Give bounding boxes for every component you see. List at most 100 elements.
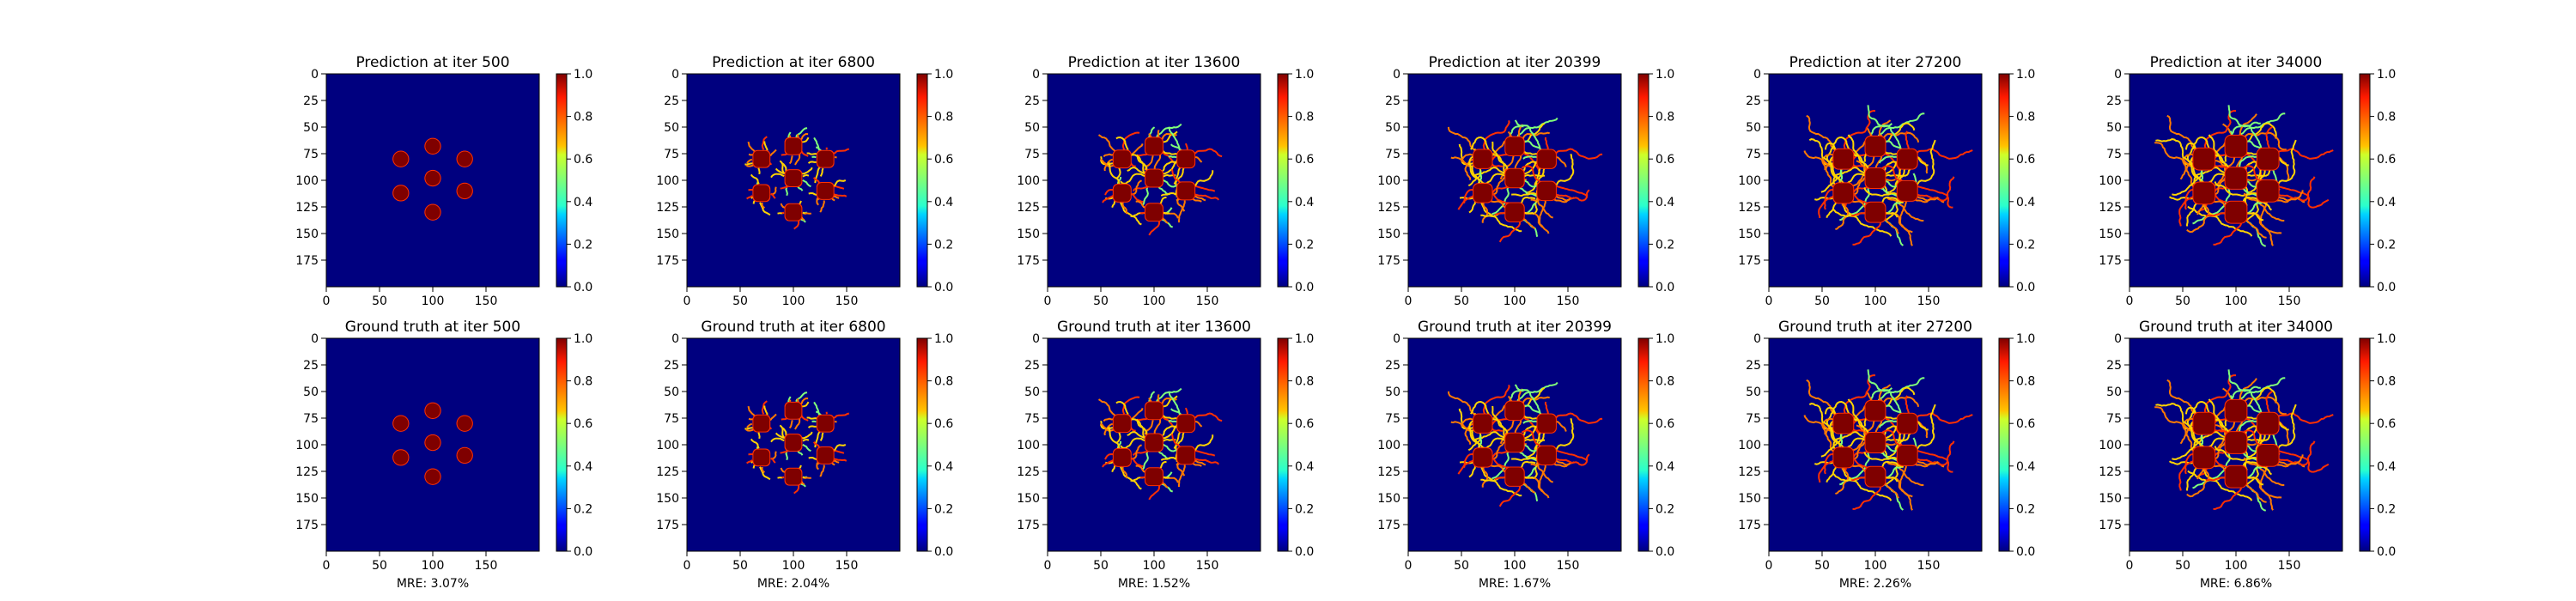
branch [769,413,777,422]
mre-label: MRE: 3.07% [397,577,469,591]
seed [1113,184,1131,202]
branch [1521,429,1542,449]
seed [2193,446,2215,469]
branch [1130,408,1144,422]
colorbar-tick-label: 0.2 [2377,238,2396,252]
seed [1897,149,1917,169]
seed [2225,167,2247,189]
y-tick-label: 25 [1385,359,1400,373]
x-tick-label: 50 [1093,294,1109,308]
branch [2208,398,2230,437]
colorbar-tick-label: 0.2 [2016,502,2035,516]
branch [1905,395,1910,415]
panel-title: Ground truth at iter 27200 [1778,319,1972,336]
branch [794,153,801,166]
y-tick-label: 125 [656,465,679,479]
branch [1104,188,1114,196]
colorbar-tick-label: 0.2 [934,238,953,252]
branch [1544,401,1549,415]
seed [2193,182,2215,204]
colorbar [1998,73,2010,288]
seed [817,415,834,432]
branch [1170,434,1182,449]
y-tick-label: 175 [1017,519,1040,532]
branch [1554,459,1575,466]
seed [753,185,770,202]
x-tick-label: 50 [372,294,387,308]
y-tick-label: 25 [664,359,679,373]
y-tick-label: 75 [664,148,679,161]
branch [2186,202,2210,234]
branch [1863,452,1899,462]
branch [2276,440,2316,466]
x-tick-label: 50 [1814,559,1830,573]
branch [2265,390,2273,415]
branch [788,155,793,165]
branch [1115,400,1129,416]
branch [1099,422,1115,432]
colorbar-tick-label: 0.0 [574,281,592,294]
seed [393,450,409,465]
branch [1539,200,1550,234]
colorbar [556,73,568,288]
y-tick-label: 125 [2099,201,2122,215]
branch [1553,148,1603,160]
seed [1537,149,1556,168]
panel-0-4: Prediction at iter 27200 0 50 100 150 0 25 50 75… [1738,54,2035,308]
seed [1505,401,1524,421]
branch [1554,418,1575,452]
colorbar-tick-label: 0.8 [2016,111,2035,124]
colorbar-tick-label: 0.6 [934,417,953,431]
branch [1884,168,1911,178]
y-tick-label: 50 [1746,121,1761,135]
x-tick-label: 100 [1504,294,1527,308]
seed [1473,184,1492,203]
y-tick-label: 50 [664,121,679,135]
y-tick-label: 125 [2099,465,2122,479]
y-tick-label: 25 [2106,94,2122,108]
branch [802,438,810,442]
branch [1103,417,1114,422]
branch [1832,431,1868,454]
branch [1521,165,1542,185]
branch [748,417,753,421]
branch [1544,137,1549,150]
colorbar-tick-label: 0.4 [2377,196,2396,209]
branch [1173,432,1185,449]
branch [746,459,753,464]
branch [1135,464,1146,473]
colorbar-tick-label: 0.0 [934,545,953,559]
colorbar [1637,73,1649,288]
branch [832,412,850,419]
branch [2238,377,2286,403]
branch [1163,211,1170,215]
branch [1818,459,1835,483]
y-tick-label: 100 [2099,439,2122,452]
y-tick-label: 50 [303,385,319,399]
branch [2275,404,2297,452]
seed [1145,468,1163,486]
colorbar-tick-label: 1.0 [934,68,953,82]
panel-title: Ground truth at iter 500 [345,319,520,336]
branch [1498,220,1522,243]
seed [1833,149,1854,169]
branch [2214,446,2260,462]
branch [1194,420,1203,428]
panel-1-4: Ground truth at iter 27200 0 50 100 150 0 25 50… [1738,319,2035,591]
branch [1162,425,1177,436]
colorbar-tick-label: 0.0 [2016,281,2035,294]
panel-0-0: Prediction at iter 500 0 50 100 150 0 25 50 75 10… [295,54,592,308]
branch [1135,200,1146,209]
branch [1492,141,1509,173]
colorbar-tick-label: 1.0 [1295,68,1314,82]
seed [1177,446,1195,464]
branch [2227,105,2263,152]
y-tick-label: 125 [295,465,319,479]
panel-1-2: Ground truth at iter 13600 0 50 100 150 0 25 50… [1017,319,1314,591]
branch [761,136,768,150]
y-tick-label: 100 [1377,174,1400,188]
y-tick-label: 150 [2099,228,2122,241]
colorbar [2359,73,2371,288]
seed [1113,448,1131,466]
colorbar-tick-label: 0.0 [1295,281,1314,294]
